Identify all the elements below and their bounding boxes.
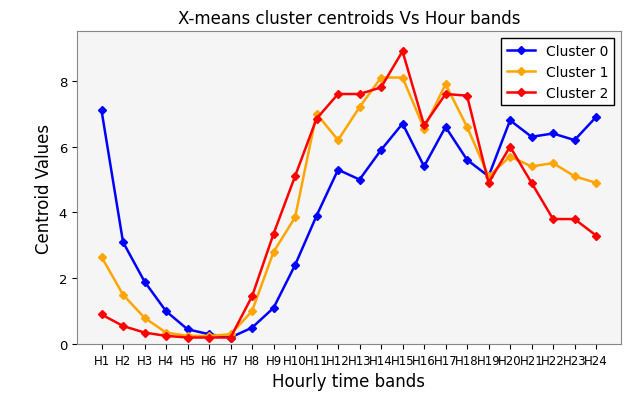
Cluster 2: [549, 217, 557, 222]
Cluster 1: [248, 309, 256, 314]
Cluster 2: [141, 330, 148, 335]
Cluster 2: [227, 335, 234, 340]
Line: Cluster 0: Cluster 0: [99, 109, 599, 341]
Cluster 0: [592, 115, 600, 120]
Cluster 0: [313, 214, 321, 219]
Cluster 0: [98, 109, 106, 114]
Cluster 1: [592, 181, 600, 186]
Cluster 0: [484, 175, 492, 179]
Cluster 2: [98, 312, 106, 317]
Cluster 0: [377, 148, 385, 153]
Cluster 0: [227, 335, 234, 340]
Cluster 0: [248, 325, 256, 330]
Cluster 1: [119, 292, 127, 297]
Cluster 2: [377, 86, 385, 91]
Cluster 2: [484, 181, 492, 186]
Cluster 1: [184, 334, 191, 339]
Cluster 1: [463, 125, 471, 130]
Cluster 1: [506, 155, 514, 160]
Cluster 2: [184, 335, 191, 340]
Cluster 0: [528, 135, 536, 140]
Cluster 0: [571, 138, 579, 143]
Cluster 0: [420, 164, 428, 169]
Cluster 1: [399, 76, 406, 81]
Cluster 0: [442, 125, 449, 130]
Line: Cluster 2: Cluster 2: [99, 49, 599, 341]
Cluster 2: [291, 175, 299, 179]
Cluster 2: [248, 294, 256, 299]
Cluster 1: [571, 175, 579, 179]
Cluster 0: [334, 168, 342, 173]
Cluster 1: [205, 334, 213, 339]
Legend: Cluster 0, Cluster 1, Cluster 2: Cluster 0, Cluster 1, Cluster 2: [501, 39, 614, 106]
Cluster 1: [528, 164, 536, 169]
Cluster 1: [162, 330, 170, 335]
Cluster 0: [291, 263, 299, 268]
Cluster 1: [313, 112, 321, 117]
Cluster 1: [484, 175, 492, 179]
Cluster 1: [227, 332, 234, 337]
Cluster 2: [313, 117, 321, 122]
Cluster 2: [442, 92, 449, 97]
Cluster 2: [506, 145, 514, 150]
Cluster 1: [549, 161, 557, 166]
Cluster 1: [98, 255, 106, 260]
Y-axis label: Centroid Values: Centroid Values: [35, 124, 53, 253]
Cluster 0: [205, 332, 213, 337]
Cluster 2: [334, 92, 342, 97]
Cluster 1: [442, 83, 449, 87]
Cluster 2: [571, 217, 579, 222]
Cluster 2: [420, 124, 428, 128]
Cluster 0: [184, 327, 191, 332]
Title: X-means cluster centroids Vs Hour bands: X-means cluster centroids Vs Hour bands: [177, 10, 520, 28]
X-axis label: Hourly time bands: Hourly time bands: [272, 373, 426, 390]
Cluster 0: [141, 279, 148, 284]
Cluster 2: [205, 335, 213, 340]
Cluster 1: [356, 105, 364, 110]
Cluster 2: [399, 50, 406, 55]
Cluster 1: [291, 215, 299, 220]
Cluster 2: [463, 94, 471, 99]
Cluster 1: [377, 76, 385, 81]
Cluster 1: [334, 138, 342, 143]
Cluster 2: [528, 181, 536, 186]
Cluster 0: [162, 309, 170, 314]
Cluster 0: [269, 306, 277, 311]
Cluster 0: [506, 119, 514, 124]
Cluster 1: [269, 250, 277, 255]
Cluster 0: [356, 178, 364, 183]
Cluster 2: [592, 234, 600, 239]
Cluster 0: [399, 122, 406, 127]
Cluster 2: [119, 324, 127, 328]
Cluster 2: [356, 92, 364, 97]
Cluster 1: [141, 315, 148, 320]
Cluster 2: [269, 232, 277, 237]
Cluster 2: [162, 334, 170, 339]
Cluster 1: [420, 127, 428, 132]
Cluster 0: [119, 240, 127, 245]
Cluster 0: [463, 158, 471, 163]
Line: Cluster 1: Cluster 1: [99, 76, 599, 339]
Cluster 0: [549, 132, 557, 136]
